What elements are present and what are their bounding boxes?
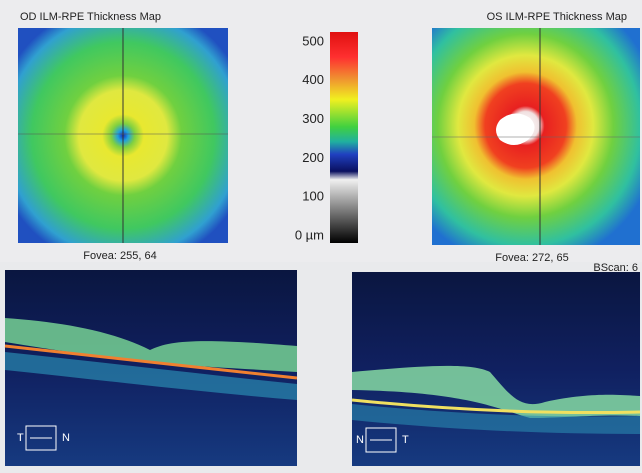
scale-label: 400 bbox=[302, 72, 324, 87]
map-title: OD ILM-RPE Thickness Map bbox=[20, 11, 161, 23]
color-scale bbox=[330, 32, 358, 243]
os-thickness-map bbox=[432, 28, 640, 245]
choroid-layer bbox=[352, 404, 640, 434]
orientation-label: T bbox=[402, 434, 409, 446]
scale-label: 500 bbox=[302, 33, 324, 48]
rpe-layer bbox=[4, 344, 298, 380]
scale-label: 100 bbox=[302, 189, 324, 204]
retina-layer bbox=[5, 318, 297, 372]
map-title: OS ILM-RPE Thickness Map bbox=[487, 11, 627, 23]
scale-label: 0 µm bbox=[295, 227, 324, 242]
retina-layer bbox=[352, 365, 640, 418]
orientation-box bbox=[25, 425, 57, 451]
orientation-box bbox=[365, 427, 397, 453]
bscan-header: BScan: 6 bbox=[593, 262, 638, 274]
choroid-layer bbox=[5, 352, 297, 400]
orientation-label: N bbox=[62, 432, 70, 444]
rpe-layer bbox=[351, 398, 641, 414]
scale-label: 200 bbox=[302, 150, 324, 165]
orientation-label: N bbox=[356, 434, 364, 446]
scale-label: 300 bbox=[302, 111, 324, 126]
orientation-label: T bbox=[17, 432, 24, 444]
fovea-label: Fovea: 272, 65 bbox=[495, 252, 568, 264]
fovea-label: Fovea: 255, 64 bbox=[83, 250, 156, 262]
